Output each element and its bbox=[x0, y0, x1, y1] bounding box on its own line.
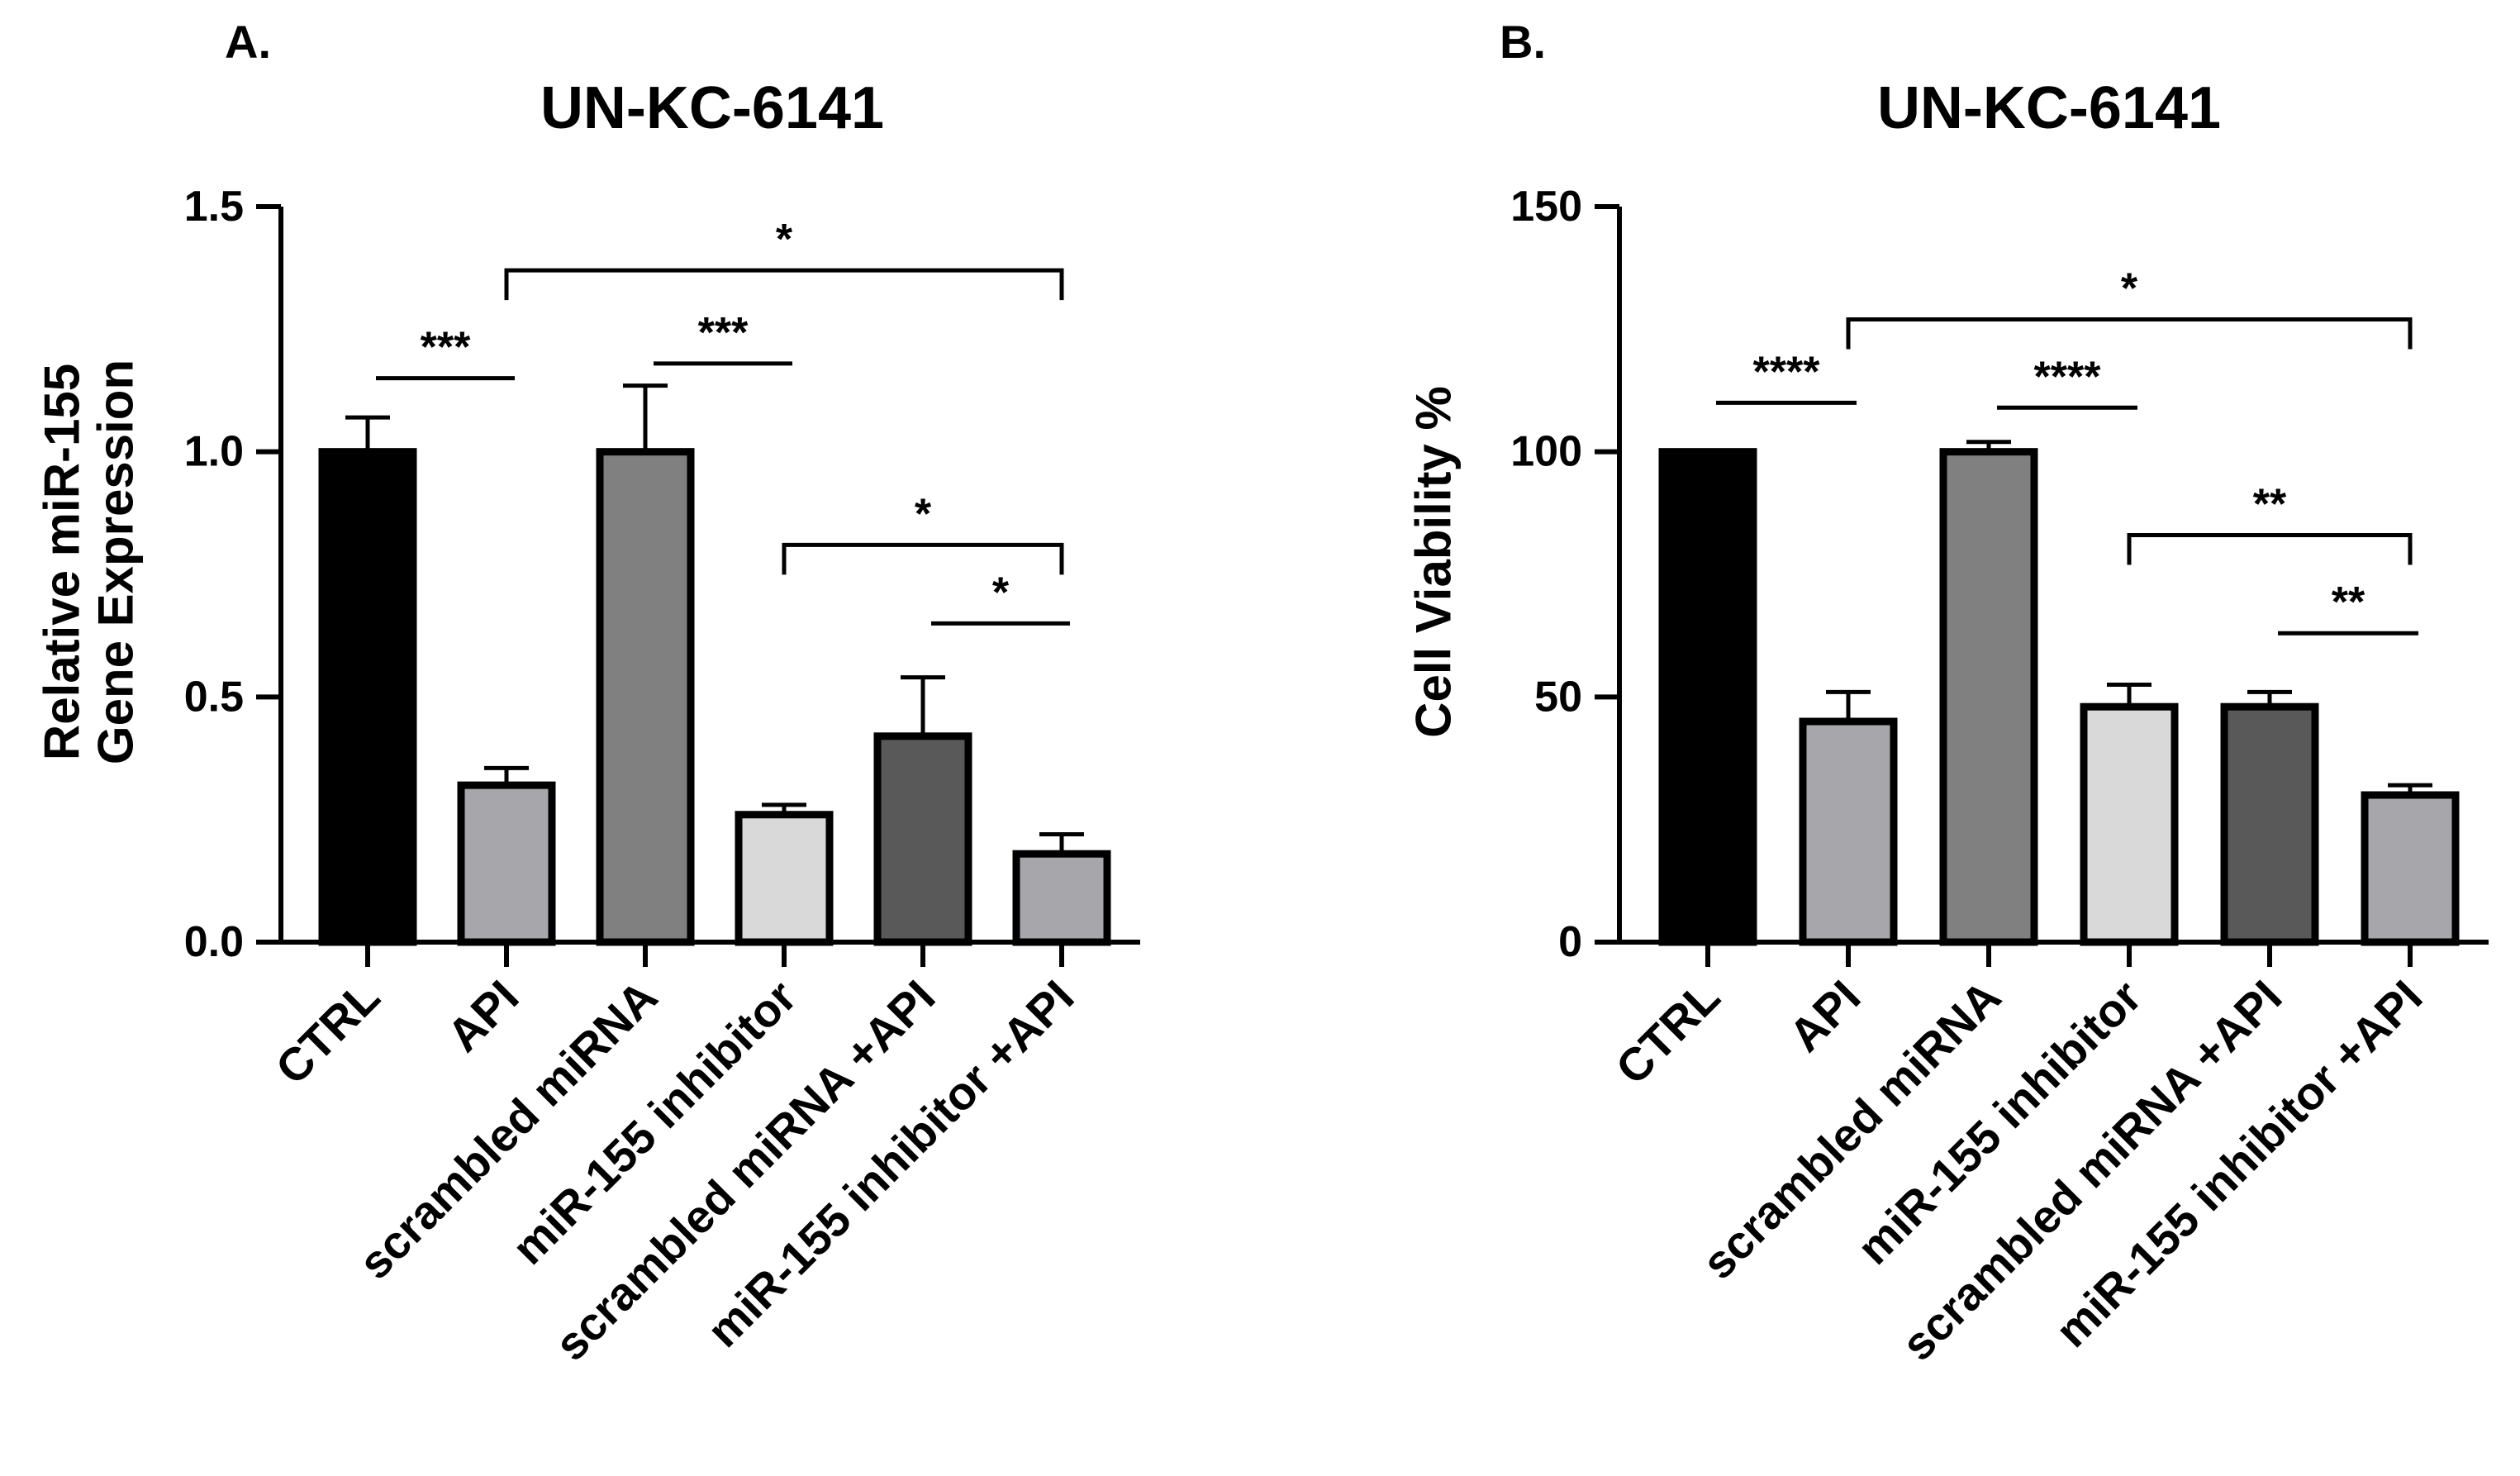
significance-label: *** bbox=[421, 324, 471, 372]
y-tick-label: 100 bbox=[1510, 428, 1582, 476]
significance-label: * bbox=[915, 490, 932, 538]
significance-bracket bbox=[1846, 317, 2413, 350]
significance-label: ** bbox=[2332, 578, 2365, 626]
significance-label: **** bbox=[2034, 353, 2102, 401]
bar-3 bbox=[2080, 702, 2179, 946]
bar-0 bbox=[1658, 448, 1757, 946]
chart-title: UN-KC-6141 bbox=[540, 75, 884, 141]
category-label: API bbox=[437, 970, 529, 1062]
significance-label: *** bbox=[698, 309, 749, 357]
bar-1 bbox=[457, 781, 556, 946]
panel-letter: A. bbox=[225, 16, 271, 68]
bar-2 bbox=[596, 448, 695, 946]
y-tick-label: 0 bbox=[1558, 918, 1582, 966]
y-tick-label: 0.0 bbox=[184, 918, 244, 966]
y-tick-label: 1.0 bbox=[184, 428, 244, 476]
bar-3 bbox=[735, 811, 834, 946]
y-axis-label: Relative miR-155 bbox=[35, 364, 90, 760]
chart-panel-b: B. UN-KC-6141 Cell Viability % 0 50 100 150 CTR… bbox=[1406, 16, 2489, 1370]
y-tick-label: 1.5 bbox=[184, 183, 244, 231]
bar-4 bbox=[2220, 702, 2319, 946]
y-axis-label: Cell Viability % bbox=[1406, 386, 1462, 738]
significance-label: ** bbox=[2253, 481, 2287, 529]
bar-5 bbox=[1012, 850, 1111, 946]
significance-bracket bbox=[782, 542, 1064, 575]
significance-label: * bbox=[992, 569, 1010, 617]
significance-label: * bbox=[776, 216, 793, 264]
bar-5 bbox=[2361, 791, 2460, 946]
y-tick-label: 50 bbox=[1534, 673, 1582, 721]
y-tick-label: 0.5 bbox=[184, 673, 244, 721]
bar-4 bbox=[873, 732, 972, 946]
bar-0 bbox=[318, 448, 417, 946]
panel-letter: B. bbox=[1500, 16, 1546, 68]
y-tick-label: 150 bbox=[1510, 183, 1582, 231]
significance-bracket bbox=[2127, 533, 2413, 565]
chart-title: UN-KC-6141 bbox=[1877, 75, 2221, 141]
significance-bracket bbox=[504, 268, 1064, 301]
bar-2 bbox=[1939, 448, 2038, 946]
category-label: CTRL bbox=[265, 970, 389, 1094]
y-axis-label: Gene Expression bbox=[88, 359, 144, 764]
significance-label: * bbox=[2121, 264, 2138, 312]
category-label: API bbox=[1779, 970, 1871, 1062]
category-label: CTRL bbox=[1605, 970, 1729, 1094]
bar-1 bbox=[1799, 717, 1898, 946]
significance-label: **** bbox=[1753, 348, 1821, 396]
